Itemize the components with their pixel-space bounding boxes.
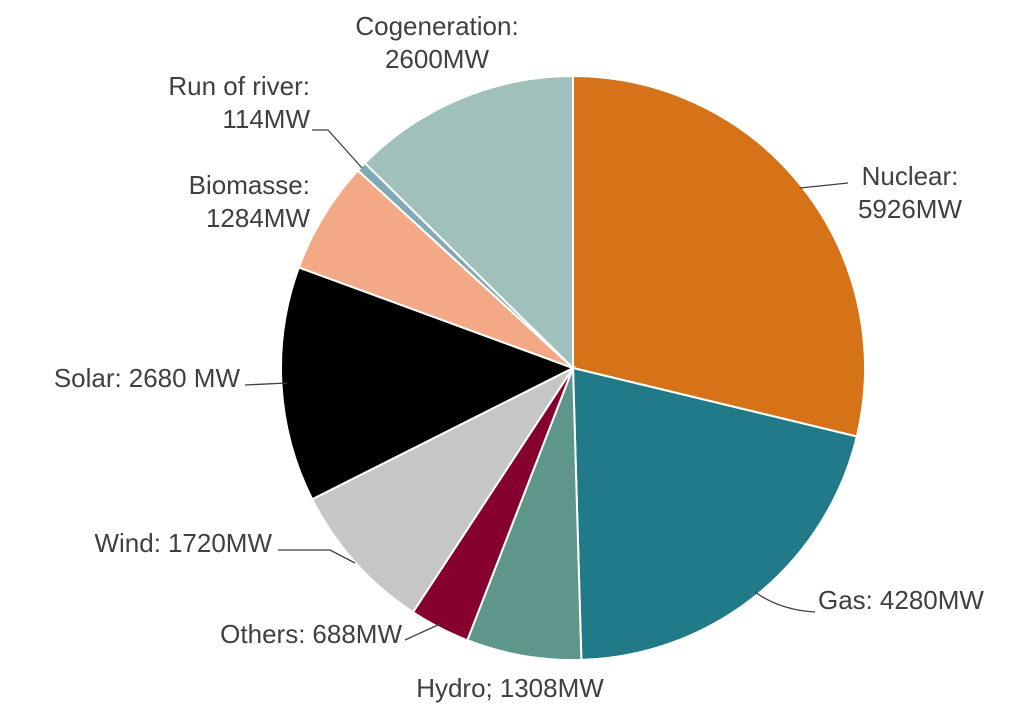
pie-slice	[466, 367, 583, 661]
value-label: 1720MW	[168, 528, 272, 558]
value-label: 688MW	[312, 619, 402, 649]
pie-slice	[297, 169, 574, 369]
category-label: Biomasse:	[189, 170, 310, 200]
leader-line	[404, 623, 441, 641]
category-label: Cogeneration:	[355, 11, 518, 41]
data-label: Others: 688MW	[220, 619, 402, 649]
data-label: Solar: 2680 MW	[54, 363, 241, 393]
category-label: Nuclear:	[862, 161, 959, 191]
leader-line	[312, 129, 363, 169]
pie-slice	[280, 266, 576, 501]
value-label: 114MW	[222, 104, 310, 134]
leader-line	[754, 591, 816, 613]
data-label: Biomasse: 1284MW	[189, 170, 311, 233]
category-label: Solar:	[54, 363, 122, 393]
category-label: Run of river:	[168, 71, 310, 101]
value-label: 5926MW	[858, 194, 962, 224]
leader-line	[799, 182, 849, 189]
data-label: Nuclear: 5926MW	[858, 161, 962, 224]
data-label: Hydro; 1308MW	[416, 673, 604, 703]
value-label: 2600MW	[385, 44, 489, 74]
pie-slice	[310, 365, 576, 614]
category-label: Hydro;	[416, 673, 493, 703]
category-label: Others:	[220, 619, 305, 649]
value-label: 4280MW	[880, 585, 984, 615]
value-label: 2680 MW	[129, 363, 241, 393]
data-label: Gas: 4280MW	[818, 585, 984, 615]
leader-line	[244, 382, 288, 386]
data-label: Cogeneration: 2600MW	[355, 11, 518, 74]
category-label: Gas:	[818, 585, 873, 615]
leader-line	[278, 549, 356, 564]
data-label: Run of river: 114MW	[168, 71, 310, 134]
pie-slice	[363, 74, 574, 371]
value-label: 1308MW	[500, 673, 604, 703]
data-label: Wind: 1720MW	[94, 528, 272, 558]
value-label: 1284MW	[206, 203, 310, 233]
pie-slice	[571, 366, 859, 661]
category-label: Wind:	[94, 528, 160, 558]
